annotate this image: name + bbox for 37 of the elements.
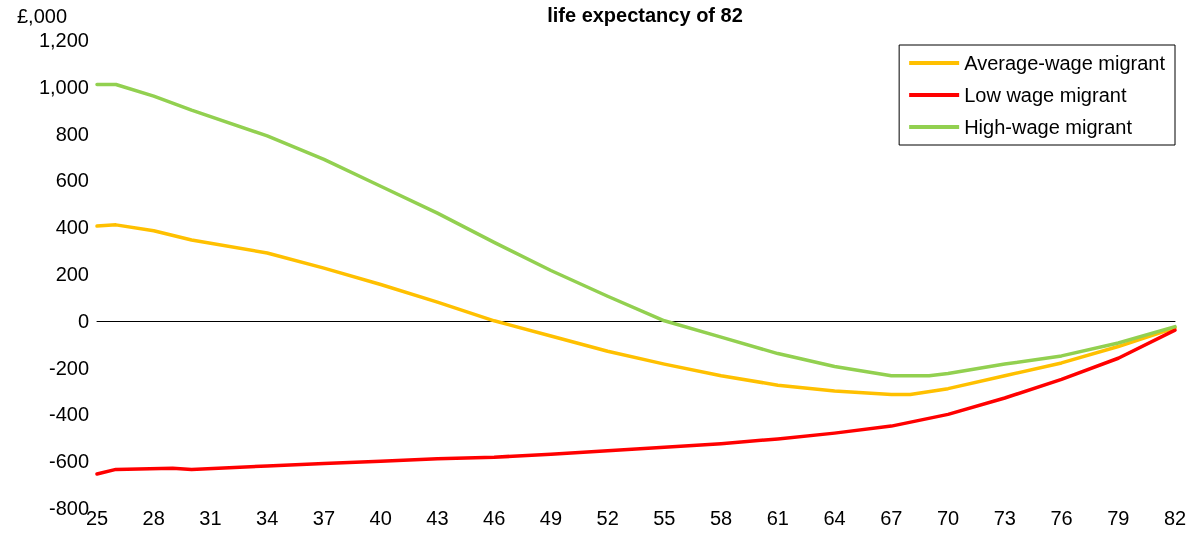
x-tick-label: 40 xyxy=(369,507,392,529)
y-tick-label: -600 xyxy=(48,450,89,473)
x-tick-label: 82 xyxy=(1163,507,1187,529)
y-tick-label: -400 xyxy=(48,403,89,426)
x-tick-label: 79 xyxy=(1107,507,1130,529)
x-tick-label: 43 xyxy=(426,507,449,529)
x-tick-label: 34 xyxy=(256,507,279,529)
x-tick-label: 28 xyxy=(142,507,165,529)
chart-title: life expectancy of 82 xyxy=(547,4,743,26)
y-tick-label: 400 xyxy=(55,216,89,239)
x-tick-label: 58 xyxy=(709,507,733,529)
x-tick-label: 46 xyxy=(483,507,506,529)
y-tick-label: 200 xyxy=(55,263,89,285)
y-tick-label: -200 xyxy=(48,356,89,379)
line-series xyxy=(95,328,1177,476)
x-tick-label: 61 xyxy=(766,507,789,529)
x-tick-label: 52 xyxy=(596,507,619,529)
y-axis-title: £,000 xyxy=(17,5,68,27)
y-tick-label: 800 xyxy=(55,122,89,145)
x-tick-label: 76 xyxy=(1050,507,1073,529)
x-tick-label: 70 xyxy=(936,507,960,529)
x-tick-label: 64 xyxy=(823,507,846,529)
legend-label: High-wage migrant xyxy=(964,116,1133,138)
line-series xyxy=(95,223,1177,397)
x-tick-label: 37 xyxy=(312,507,336,529)
x-tick-label: 73 xyxy=(993,507,1016,529)
y-tick-label: 600 xyxy=(55,169,89,192)
legend-label: Low wage migrant xyxy=(964,84,1127,106)
y-tick-label: 1,200 xyxy=(38,29,89,51)
y-tick-label: 1,000 xyxy=(38,75,89,98)
x-tick-label: 67 xyxy=(880,507,903,529)
x-tick-label: 31 xyxy=(199,507,222,529)
legend-label: Average-wage migrant xyxy=(964,52,1166,74)
y-tick-label: 0 xyxy=(77,309,89,332)
x-tick-label: 55 xyxy=(653,507,676,529)
line-series xyxy=(95,82,1177,378)
x-tick-label: 49 xyxy=(539,507,563,529)
